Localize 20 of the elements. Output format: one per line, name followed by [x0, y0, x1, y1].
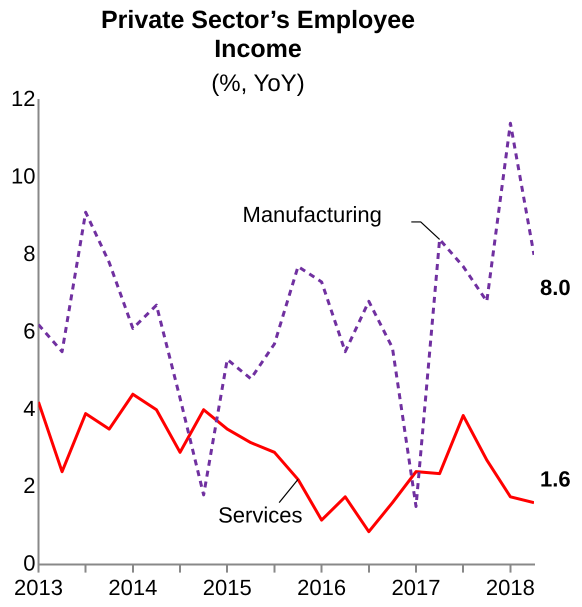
chart-title: Private Sector’s Employee Income — [100, 6, 416, 64]
series-label: Services — [218, 502, 302, 528]
data-label: 1.6 — [540, 466, 571, 492]
y-tick-label: 10 — [10, 163, 36, 188]
x-tick-label: 2016 — [297, 574, 346, 600]
text: Manufacturing — [242, 202, 382, 228]
x-tick-label: 2015 — [202, 574, 252, 600]
y-tick-label: 0 — [23, 550, 36, 576]
x-tick-label: 2017 — [392, 574, 440, 600]
y-tick-label: 12 — [10, 86, 36, 112]
y-tick-label: 2 — [23, 473, 36, 498]
y-tick-label: 4 — [23, 396, 36, 421]
y-tick-label: 8 — [23, 240, 36, 266]
x-tick-label: 2018 — [486, 574, 535, 600]
x-tick-label: 2013 — [14, 574, 63, 600]
chart-subtitle: (%, YoY) — [210, 70, 306, 98]
line-series — [38, 122, 534, 508]
x-tick-label: 2014 — [108, 574, 158, 600]
data-label: 8.0 — [540, 274, 571, 300]
y-tick-label: 6 — [23, 318, 36, 344]
